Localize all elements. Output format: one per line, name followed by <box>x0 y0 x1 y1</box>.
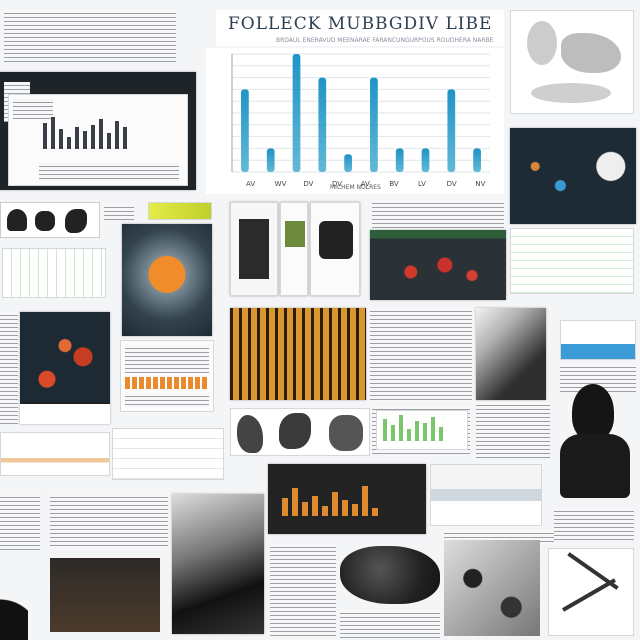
poster-title: FOLLECK MUBBGDIV LIBE BRDAUL ENERAVUD ME… <box>216 10 504 46</box>
bar-0 <box>241 89 249 172</box>
data-table-card <box>120 340 214 412</box>
diagram-card <box>560 320 636 360</box>
inner-chart-bars <box>43 117 183 157</box>
text-block-right-1 <box>372 200 504 234</box>
tick-label-0: AV <box>246 180 255 188</box>
bust-silhouette <box>556 384 636 498</box>
bar-7 <box>421 148 430 172</box>
dark-chart-panel <box>0 72 196 190</box>
text-block-center-bottom <box>270 544 336 638</box>
phone-card-2 <box>280 202 308 296</box>
text-block-left-5 <box>50 494 168 548</box>
phone-card-1 <box>230 202 278 296</box>
bar-3 <box>318 77 327 172</box>
bar-2 <box>292 54 301 172</box>
text-block-center-bottom-2 <box>340 610 440 638</box>
tick-label-2: DV <box>303 180 313 188</box>
main-chart-svg: AV WV DV DV AV BV LV DV NV <box>231 53 490 188</box>
teal-line-chart <box>112 428 224 480</box>
text-block-left-4 <box>0 494 40 550</box>
tick-label-5: BV <box>389 180 399 188</box>
bar-5 <box>370 77 378 172</box>
bar-4 <box>344 154 352 172</box>
bone-photo-card <box>510 10 634 114</box>
text-block-right-2 <box>370 308 472 402</box>
green-table-right <box>510 228 634 294</box>
text-block-top-left <box>4 10 176 62</box>
bar-9 <box>473 148 481 172</box>
inner-chart-label <box>13 99 53 119</box>
main-chart-caption: MICHEM NOLRES <box>330 184 381 191</box>
tick-label-8: NV <box>475 180 485 188</box>
bar-1 <box>266 148 275 172</box>
red-blob-photo <box>20 312 110 424</box>
corner-shadow <box>0 588 28 640</box>
stone-photo <box>340 546 440 604</box>
tick-label-3: DV <box>332 180 342 188</box>
wood-grid-panel <box>230 308 366 400</box>
tick-label-7: DV <box>447 180 457 188</box>
tick-label-6: LV <box>418 180 426 188</box>
text-block-left-2 <box>104 204 134 220</box>
poster-subtitle: BRDAUL ENERAVUD MEENARAE FARANCUNGURPOUS… <box>276 37 494 44</box>
green-table-panel <box>2 248 106 298</box>
poster-title-text: FOLLECK MUBBGDIV LIBE <box>228 14 493 34</box>
orange-bar-panel <box>268 464 426 534</box>
texture-photo <box>444 540 540 636</box>
x-ray-photo <box>172 494 264 634</box>
dark-timeline-panel <box>50 558 160 632</box>
yellow-header-card <box>148 202 212 220</box>
green-bar-card <box>376 410 468 450</box>
small-line-chart <box>0 432 110 476</box>
bubble-photo <box>510 128 636 224</box>
tick-label-1: WV <box>275 180 287 188</box>
inner-chart-notes <box>39 163 179 181</box>
red-dots-photo <box>370 230 506 300</box>
text-block-right-7 <box>554 508 634 540</box>
main-bar-chart: AV WV DV DV AV BV LV DV NV <box>206 48 504 194</box>
machine-photo <box>430 464 542 526</box>
inner-bar-chart <box>8 94 188 186</box>
silhouette-strip <box>0 202 100 238</box>
rock-photos-strip <box>230 408 370 456</box>
text-block-right-5 <box>476 402 550 458</box>
orange-sphere-photo <box>122 224 212 336</box>
plant-sketch <box>548 548 634 636</box>
bar-8 <box>447 89 456 172</box>
camera-card <box>310 202 360 296</box>
tick-label-4: AV <box>361 180 370 188</box>
crystal-photo <box>476 308 546 400</box>
bar-6 <box>395 148 404 172</box>
text-block-left-3 <box>0 312 18 424</box>
